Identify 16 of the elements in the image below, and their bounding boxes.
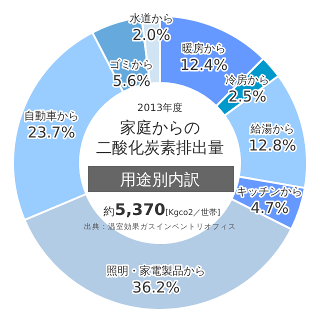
- text: 2013年度: [137, 102, 183, 114]
- text: 約5,370[Kgco2／世帯]: [104, 200, 220, 219]
- data-label: 4.7%: [250, 199, 289, 218]
- text: 用途別内訳: [120, 170, 200, 189]
- slice-label: 給湯から: [249, 122, 294, 136]
- slice-label: ゴミから: [110, 58, 154, 71]
- slice-label: キッチンから: [236, 185, 303, 198]
- data-label: 2.0%: [132, 26, 170, 44]
- text: 家庭からの二酸化炭素排出量: [96, 118, 224, 157]
- slice-label: 暖房から: [182, 42, 226, 56]
- slice-label: 照明・家電製品から: [106, 264, 206, 278]
- data-label: 36.2%: [132, 278, 180, 296]
- data-label: 23.7%: [28, 124, 76, 142]
- data-label: 12.4%: [180, 56, 228, 74]
- data-label: 12.8%: [248, 136, 296, 155]
- slice-label: 自動車から: [24, 110, 79, 123]
